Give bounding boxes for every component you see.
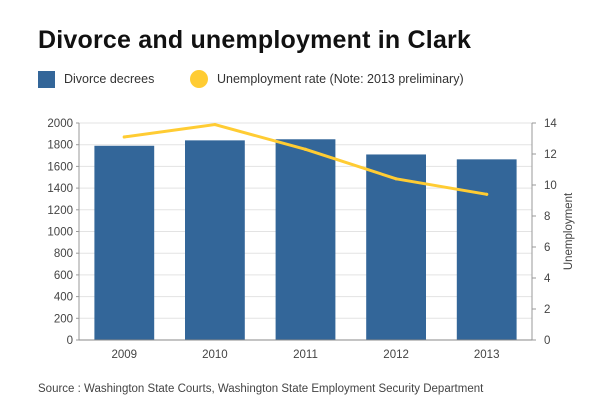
bar-divorce-2011 — [275, 139, 336, 340]
y-left-tick-label: 600 — [54, 270, 73, 282]
y-right-tick-label: 6 — [544, 242, 550, 254]
y-left-tick-label: 400 — [54, 292, 73, 304]
y-left-tick-label: 200 — [54, 313, 73, 325]
y-right-tick-label: 14 — [544, 118, 557, 130]
legend-label-unemployment: Unemployment rate (Note: 2013 preliminar… — [217, 72, 464, 86]
legend-swatch-dot — [190, 70, 208, 88]
bar-divorce-2009 — [94, 145, 155, 340]
y-left-tick-label: 1000 — [47, 227, 73, 239]
point-unemployment-2009 — [122, 135, 126, 139]
legend-swatch-bar — [38, 70, 55, 88]
legend-item-unemployment: Unemployment rate (Note: 2013 preliminar… — [190, 68, 464, 90]
y-right-tick-label: 10 — [544, 180, 557, 192]
y-left-tick-label: 1800 — [47, 140, 73, 152]
bar-divorce-2010 — [185, 140, 245, 340]
point-unemployment-2013 — [485, 192, 489, 196]
y-left-tick-label: 1200 — [47, 205, 73, 217]
point-unemployment-2012 — [394, 177, 398, 181]
x-tick-label: 2013 — [474, 349, 500, 361]
y-left-tick-label: 1600 — [47, 161, 73, 173]
y-right-tick-label: 4 — [544, 273, 551, 285]
y-left-tick-label: 2000 — [47, 118, 73, 130]
point-unemployment-2010 — [213, 122, 217, 127]
y-left-tick-label: 1400 — [47, 183, 73, 195]
y-right-tick-label: 2 — [544, 304, 550, 316]
y-left-tick-label: 800 — [54, 248, 73, 260]
source-note: Source : Washington State Courts, Washin… — [38, 383, 484, 395]
y-right-tick-label: 12 — [544, 149, 557, 161]
x-tick-label: 2012 — [383, 349, 409, 361]
y-right-tick-label: 8 — [544, 211, 550, 223]
x-tick-label: 2009 — [112, 349, 138, 361]
point-unemployment-2011 — [303, 147, 308, 151]
legend-item-divorce: Divorce decrees — [38, 68, 154, 90]
bar-divorce-2013 — [456, 159, 517, 340]
x-tick-label: 2010 — [202, 349, 228, 361]
y-right-axis-label: Unemployment — [563, 192, 575, 270]
legend-label-divorce: Divorce decrees — [64, 72, 155, 86]
y-right-tick-label: 0 — [544, 335, 550, 347]
chart-title: Divorce and unemployment in Clark — [38, 26, 472, 54]
bar-divorce-2012 — [366, 154, 426, 340]
y-left-tick-label: 0 — [67, 335, 73, 347]
legend: Divorce decrees Unemployment rate (Note:… — [38, 68, 578, 90]
x-tick-label: 2011 — [293, 349, 318, 361]
